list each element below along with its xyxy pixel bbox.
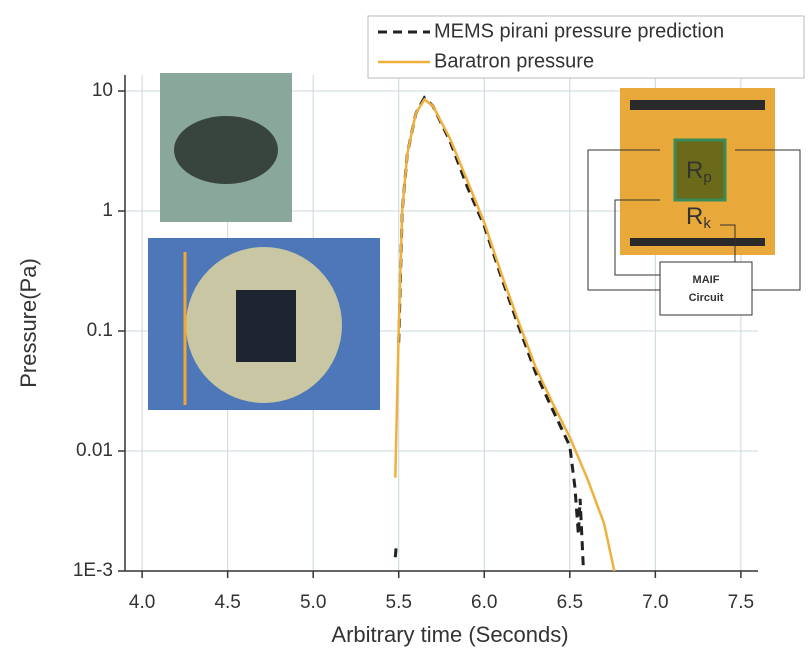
- y-tick-label: 1E-3: [73, 560, 113, 581]
- resistor-subscript: k: [703, 215, 711, 232]
- x-tick-label: 7.5: [728, 592, 754, 613]
- y-tick-label: 0.1: [87, 320, 113, 341]
- y-tick-label: 0.01: [76, 440, 113, 461]
- legend: MEMS pirani pressure prediction Baratron …: [367, 15, 805, 79]
- wire: [614, 199, 660, 276]
- x-tick-label: 5.0: [300, 592, 326, 613]
- legend-label: MEMS pirani pressure prediction: [434, 20, 724, 42]
- circuit-label: Circuit: [689, 292, 724, 304]
- x-tick-label: 5.5: [386, 592, 412, 613]
- sensor-can: [174, 116, 278, 184]
- resistor-element: [673, 138, 727, 202]
- y-tick-label: 10: [92, 80, 113, 101]
- plot: 4.0 4.5 5.0 5.5 6.0 6.5 7.0 7.5 1E-3 0.01 0.1 1 10: [73, 75, 758, 613]
- series-line: [393, 95, 585, 572]
- legend-label: Baratron pressure: [434, 50, 594, 72]
- x-tick-label: 6.0: [471, 592, 497, 613]
- resistor-subscript: p: [703, 169, 711, 186]
- chip-die: [236, 290, 296, 362]
- x-axis-label: Arbitrary time (Seconds): [331, 622, 568, 647]
- legend-box: [367, 15, 805, 79]
- y-axis-label: Pressure(Pa): [16, 258, 41, 388]
- resistor-label: Rp: [686, 157, 712, 186]
- x-tick-label: 7.0: [642, 592, 668, 613]
- circuit-box: [659, 261, 753, 316]
- series-line: [394, 97, 616, 572]
- y-tick-label: 1: [102, 200, 113, 221]
- circuit-label: MAIF: [693, 274, 720, 286]
- resistor-symbol: R: [686, 203, 703, 230]
- resistor-label: Rk: [686, 203, 711, 232]
- x-tick-label: 4.0: [129, 592, 155, 613]
- die-bar: [630, 100, 765, 110]
- resistor-symbol: R: [686, 157, 703, 184]
- x-tick-label: 6.5: [557, 592, 583, 613]
- wire: [720, 149, 801, 291]
- die-bar: [630, 238, 765, 246]
- wire: [587, 149, 660, 291]
- x-tick-label: 4.5: [214, 592, 240, 613]
